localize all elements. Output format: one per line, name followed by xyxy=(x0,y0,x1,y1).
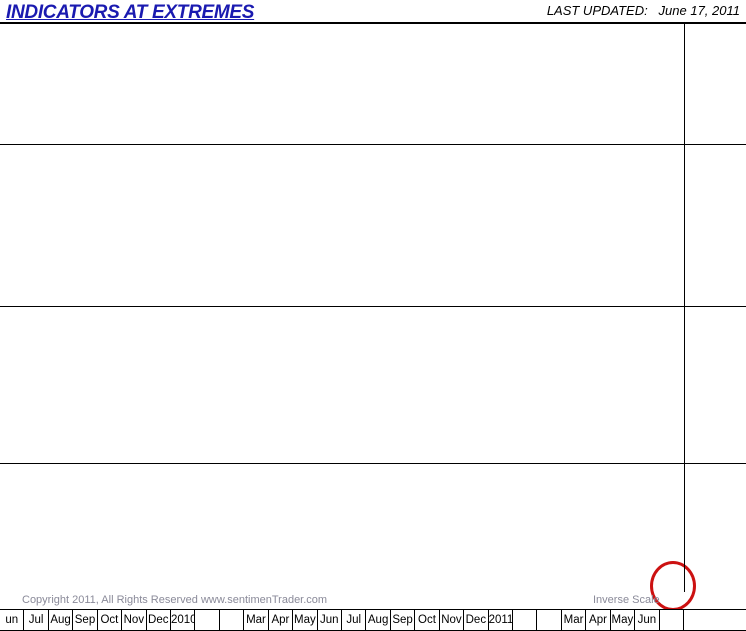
last-updated-label: LAST UPDATED: xyxy=(546,3,648,18)
x-axis-tick-23: Mar xyxy=(562,610,587,630)
x-axis-tick-10: Mar xyxy=(244,610,269,630)
x-axis-tick-4: Oct xyxy=(98,610,123,630)
inverse-scale-note: Inverse Scale xyxy=(593,594,660,606)
x-axis-tick-12: May xyxy=(293,610,318,630)
footer: Copyright 2011, All Rights Reserved www.… xyxy=(0,594,746,610)
x-axis-tick-13: Jun xyxy=(318,610,342,630)
x-axis-tick-27 xyxy=(660,610,684,630)
x-axis-tick-25: May xyxy=(611,610,636,630)
panel-divider-1 xyxy=(0,144,746,145)
x-axis-tick-tail xyxy=(684,610,746,630)
y-axis-divider xyxy=(684,24,685,592)
x-axis-tick-11: Apr xyxy=(269,610,294,630)
panel-divider-3 xyxy=(0,463,746,464)
x-axis-tick-24: Apr xyxy=(586,610,611,630)
x-axis-tick-7: 2010 xyxy=(171,610,196,630)
x-axis-tick-22 xyxy=(537,610,562,630)
x-axis: un Jul Aug Sep Oct Nov Dec 2010 Mar Apr May Jun Jul A… xyxy=(0,609,746,631)
x-axis-tick-8 xyxy=(195,610,220,630)
x-axis-tick-0: un xyxy=(0,610,25,630)
x-axis-tick-16: Sep xyxy=(391,610,416,630)
x-axis-tick-6: Dec xyxy=(147,610,171,630)
x-axis-tick-9 xyxy=(220,610,245,630)
x-axis-tick-2: Aug xyxy=(49,610,74,630)
x-axis-tick-1: Jul xyxy=(24,610,49,630)
copyright-text: Copyright 2011, All Rights Reserved www.… xyxy=(22,594,328,606)
panel-divider-2 xyxy=(0,306,746,307)
x-axis-tick-18: Nov xyxy=(440,610,465,630)
header-divider xyxy=(0,22,746,24)
x-axis-tick-14: Jul xyxy=(342,610,367,630)
last-updated-value: June 17, 2011 xyxy=(658,3,740,18)
x-axis-tick-3: Sep xyxy=(73,610,98,630)
x-axis-tick-17: Oct xyxy=(415,610,440,630)
x-axis-tick-15: Aug xyxy=(366,610,391,630)
last-updated: LAST UPDATED: June 17, 2011 xyxy=(547,3,740,18)
x-axis-tick-5: Nov xyxy=(122,610,147,630)
x-axis-tick-19: Dec xyxy=(464,610,489,630)
page-title: INDICATORS AT EXTREMES xyxy=(6,2,255,23)
x-axis-tick-21 xyxy=(513,610,538,630)
x-axis-tick-26: Jun xyxy=(635,610,660,630)
x-axis-tick-20: 2011 xyxy=(489,610,513,630)
